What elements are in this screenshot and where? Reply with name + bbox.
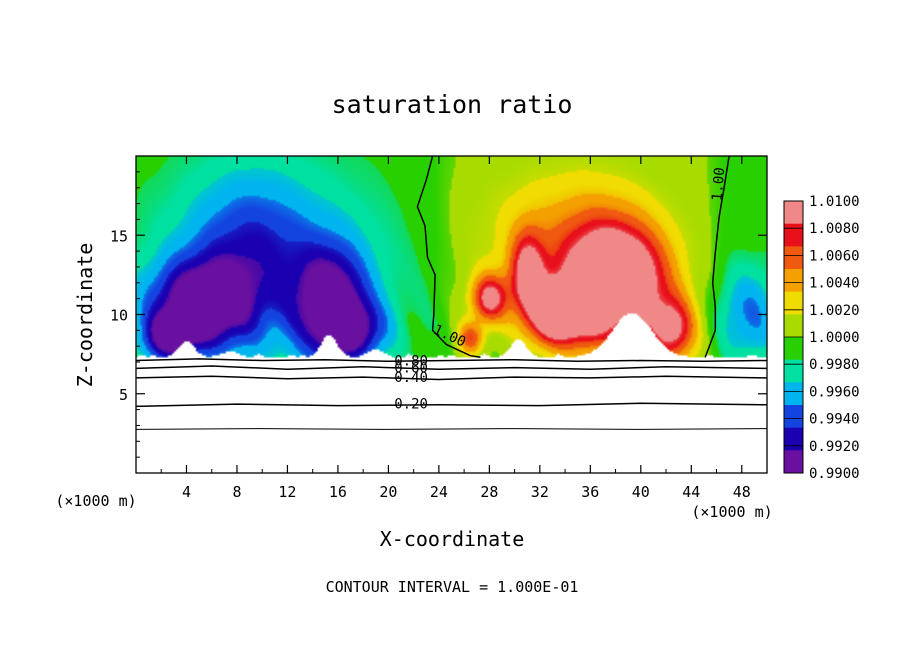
colorbar-label: 1.0000: [809, 330, 860, 346]
colorbar-label: 1.0060: [809, 248, 860, 264]
chart-title: saturation ratio: [332, 90, 573, 119]
colorbar-label: 1.0100: [809, 194, 860, 210]
y-axis-label: Z-coordinate: [73, 243, 97, 388]
y-tick-label: 10: [110, 307, 128, 325]
y-tick-label: 15: [110, 227, 128, 245]
contour-label: 1.00: [709, 167, 728, 202]
colorbar-swatch: [784, 314, 803, 338]
x-unit-left: (×1000 m): [55, 492, 136, 510]
contour-line: [135, 365, 768, 370]
saturation-field-raster: [136, 156, 767, 473]
colorbar-swatch: [784, 427, 803, 451]
colorbar: 1.0100 1.0080 1.0060 1.0040 1.0020 1.0000 0.99…: [783, 194, 860, 482]
colorbar-swatch: [784, 246, 803, 270]
contour-line: [135, 428, 768, 430]
contour-interval-footer: CONTOUR INTERVAL = 1.000E-01: [326, 578, 579, 596]
colorbar-label: 0.9960: [809, 384, 860, 400]
x-tick-label: 16: [329, 483, 347, 501]
x-tick-label: 40: [632, 483, 650, 501]
x-tick-label: 48: [733, 483, 751, 501]
colorbar-swatch: [784, 291, 803, 315]
contour-label: 0.60: [394, 361, 428, 377]
x-tick-label: 32: [531, 483, 549, 501]
x-tick-label: 28: [480, 483, 498, 501]
colorbar-swatch: [784, 382, 803, 406]
contour-label: 0.80: [394, 353, 428, 369]
x-tick-label: 24: [430, 483, 448, 501]
x-tick-label: 4: [182, 483, 191, 501]
colorbar-swatch: [784, 359, 803, 383]
contour-label: 0.20: [394, 396, 428, 412]
x-tick-label: 8: [232, 483, 241, 501]
colorbar-label: 1.0040: [809, 276, 860, 292]
colorbar-swatch: [784, 223, 803, 247]
colorbar-swatch: [784, 269, 803, 293]
y-axis-ticks: 5 10 15: [110, 171, 767, 458]
x-tick-label: 20: [379, 483, 397, 501]
x-axis-ticks: 4 8 12 16 20 24 28 32 36 40 44 48: [160, 156, 751, 501]
contour-line: [704, 155, 730, 358]
x-tick-label: 12: [278, 483, 296, 501]
colorbar-swatch: [784, 201, 803, 225]
colorbar-swatch: [784, 337, 803, 361]
y-tick-label: 5: [119, 386, 128, 404]
plot-area: 1.001.000.800.600.400.20 4 8 12 16 20 24 28 32 3…: [110, 155, 768, 501]
x-axis-label: X-coordinate: [380, 527, 525, 551]
colorbar-label: 0.9920: [809, 439, 860, 455]
colorbar-label: 1.0020: [809, 303, 860, 319]
x-unit-right: (×1000 m): [691, 503, 772, 521]
contour-line: [135, 402, 768, 408]
x-tick-label: 36: [581, 483, 599, 501]
colorbar-swatch: [784, 405, 803, 429]
contour-label: 0.40: [394, 370, 428, 386]
colorbar-label: 1.0080: [809, 221, 860, 237]
contour-line: [135, 375, 768, 381]
colorbar-label: 0.9900: [809, 466, 860, 482]
contour-line: [416, 155, 481, 359]
contour-line: [135, 358, 768, 363]
colorbar-swatch: [784, 450, 803, 474]
colorbar-label: 0.9940: [809, 412, 860, 428]
contour-lines: 1.001.000.800.600.400.20: [135, 155, 768, 430]
x-tick-label: 44: [682, 483, 700, 501]
colorbar-label: 0.9980: [809, 357, 860, 373]
